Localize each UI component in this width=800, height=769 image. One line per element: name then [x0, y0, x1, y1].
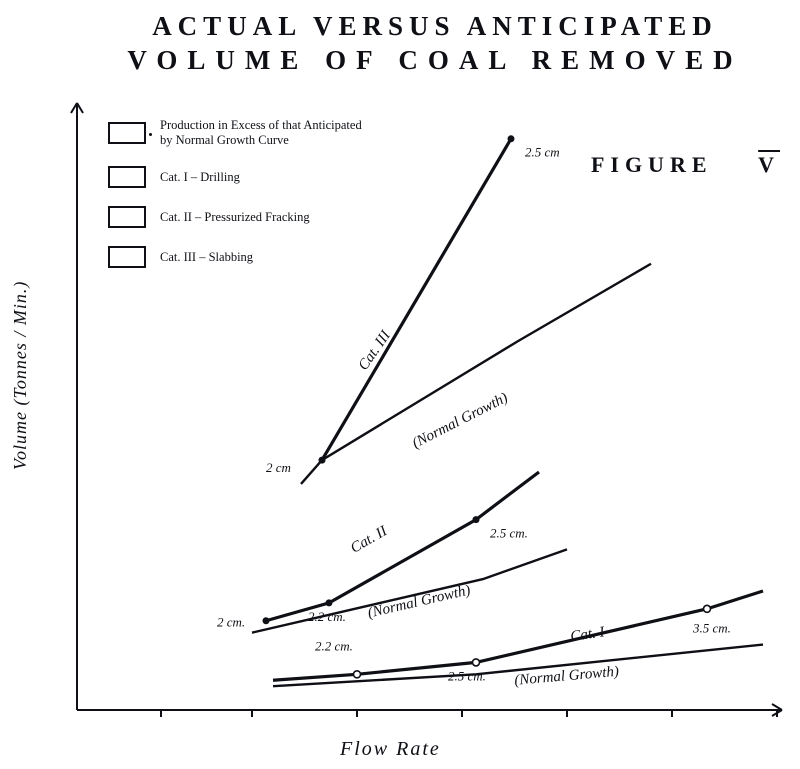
- data-point: [473, 516, 480, 523]
- title-line-2: VOLUME OF COAL REMOVED: [75, 44, 795, 78]
- x-axis-label: Flow Rate: [340, 738, 441, 761]
- y-axis-label: Volume (Tonnes / Min.): [10, 281, 31, 470]
- series-cat2_norm: [252, 549, 567, 632]
- data-point: [354, 671, 361, 678]
- data-point: [263, 617, 270, 624]
- point-label: 2.2 cm.: [315, 639, 353, 654]
- point-label: 2 cm: [266, 460, 291, 475]
- series-cat1: [273, 591, 763, 680]
- data-point: [473, 659, 480, 666]
- point-label: 3.5 cm.: [692, 621, 731, 636]
- series-label: (Normal Growth): [366, 582, 472, 621]
- series-label: Cat. I: [569, 624, 606, 645]
- data-point: [508, 135, 515, 142]
- chart-page: { "title": { "line1": "ACTUAL VERSUS ANT…: [0, 0, 800, 769]
- point-label: 2 cm.: [217, 615, 245, 630]
- chart-title: ACTUAL VERSUS ANTICIPATED VOLUME OF COAL…: [75, 10, 795, 78]
- series-label: (Normal Growth): [514, 664, 620, 689]
- point-label: 2.5 cm: [525, 145, 560, 160]
- series-label: (Normal Growth): [410, 390, 511, 452]
- title-line-1: ACTUAL VERSUS ANTICIPATED: [75, 10, 795, 44]
- series-cat3_norm: [301, 264, 651, 484]
- data-point: [326, 599, 333, 606]
- series-label: Cat. III: [356, 327, 395, 373]
- point-label: 2.5 cm.: [490, 525, 528, 540]
- data-point: [704, 605, 711, 612]
- plot-area: 2 cm 2.5 cm Cat. III (Normal Growth) 2 cm. 2.…: [55, 100, 795, 730]
- series-label: Cat. II: [348, 523, 391, 557]
